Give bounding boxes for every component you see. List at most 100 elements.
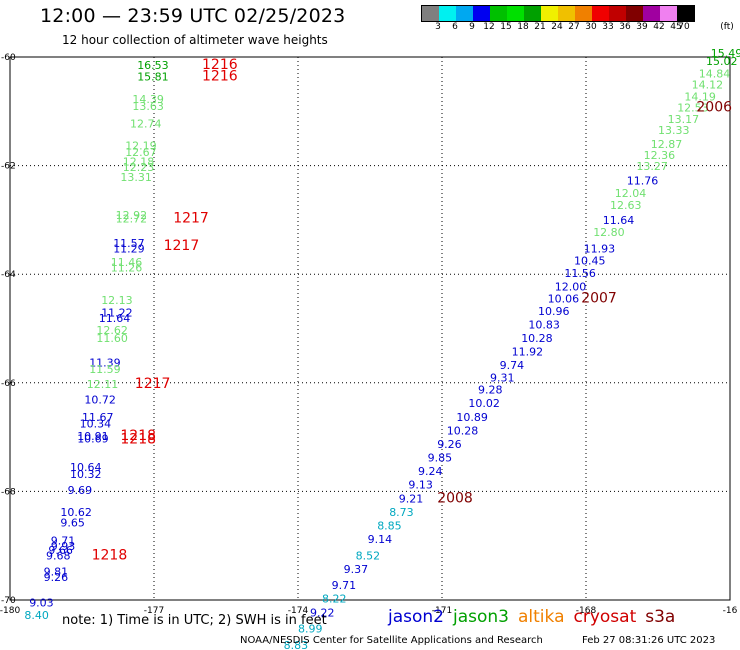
color-swatch — [541, 6, 558, 21]
legend-item-cryosat: cryosat — [573, 607, 637, 627]
chart-title: 12:00 — 23:59 UTC 02/25/2023 — [40, 5, 346, 27]
pass-time-annotation: 1217 — [135, 376, 171, 392]
pass-time-annotation: 1217 — [173, 211, 209, 227]
wave-height-label: 9.71 — [332, 579, 357, 592]
pass-time-annotation: 1218 — [92, 547, 128, 563]
color-swatch — [524, 6, 541, 21]
pass-time-annotation: 1218 — [120, 428, 156, 444]
wave-height-label: 9.03 — [29, 597, 54, 610]
wave-height-label: 9.26 — [437, 438, 462, 451]
wave-height-label: 12.19 — [125, 139, 157, 152]
wave-height-label: 8.52 — [356, 549, 381, 562]
wave-height-label: 8.22 — [322, 593, 347, 606]
color-swatch — [490, 6, 507, 21]
wave-height-label: 11.59 — [89, 363, 121, 376]
wave-height-label: 10.69 — [77, 433, 109, 446]
wave-height-label: 9.66 — [48, 544, 73, 557]
wave-height-label: 10.28 — [447, 424, 479, 437]
wave-height-label: 12.53 — [677, 101, 709, 114]
wave-height-label: 10.83 — [528, 319, 560, 332]
wave-height-label: 11.92 — [512, 346, 543, 359]
wave-height-label: 9.28 — [478, 384, 503, 397]
wave-height-label: 15.49 — [711, 47, 740, 60]
wave-height-label: 9.21 — [399, 492, 424, 505]
x-tick-label: -16 — [723, 606, 738, 616]
wave-height-label: 9.14 — [368, 533, 393, 546]
color-scale-label: 33 — [602, 22, 614, 32]
x-tick-label: -168 — [576, 606, 597, 616]
wave-height-label: 14.12 — [692, 78, 724, 91]
color-scale-label: 30 — [585, 22, 597, 32]
wave-height-label: 8.73 — [389, 506, 414, 519]
wave-height-label: 16.53 — [137, 59, 169, 72]
wave-height-label: 10.02 — [468, 397, 500, 410]
color-swatch — [507, 6, 524, 21]
x-tick-label: -180 — [0, 606, 20, 616]
color-scale-label: 70 — [678, 22, 690, 32]
wave-height-label: 9.85 — [428, 452, 453, 465]
wave-height-label: 11.64 — [603, 214, 635, 227]
wave-height-label: 8.85 — [377, 519, 402, 532]
wave-height-label: 11.46 — [111, 256, 143, 269]
pass-time-annotation: 1216 — [202, 57, 238, 73]
wave-height-label: 13.63 — [132, 100, 164, 113]
wave-height-label: 12.92 — [116, 209, 148, 222]
wave-height-label: 12.13 — [101, 294, 133, 307]
wave-height-label: 9.71 — [51, 535, 76, 548]
wave-height-label: 9.81 — [44, 566, 69, 579]
y-tick-label: -62 — [1, 162, 16, 172]
wave-height-label: 14.84 — [699, 68, 731, 81]
wave-height-label: 10.62 — [60, 506, 92, 519]
wave-height-label: 10.32 — [70, 468, 102, 481]
wave-height-label: 11.76 — [627, 175, 659, 188]
pass-time-annotation: 2006 — [696, 99, 732, 115]
wave-height-label: 10.96 — [538, 305, 570, 318]
legend-item-s3a: s3a — [645, 607, 676, 627]
pass-time-annotation: 1217 — [164, 238, 200, 254]
legend-item-altika: altika — [518, 607, 565, 627]
wave-height-label: 13.33 — [658, 124, 690, 137]
wave-height-label: 11.26 — [111, 261, 143, 274]
wave-height-label: 9.74 — [500, 359, 524, 372]
color-scale-label: 24 — [551, 22, 563, 32]
footnote: note: 1) Time is in UTC; 2) SWH is in fe… — [62, 613, 327, 628]
color-swatch — [439, 6, 456, 21]
wave-height-label: 11.93 — [584, 242, 616, 255]
wave-height-label: 12.74 — [130, 118, 162, 131]
wave-height-label: 12.18 — [123, 156, 155, 169]
wave-height-label: 10.64 — [70, 461, 102, 474]
y-tick-label: -66 — [1, 379, 16, 389]
wave-height-label: 9.68 — [46, 549, 71, 562]
wave-height-label: 11.60 — [96, 332, 128, 345]
wave-height-label: 11.39 — [89, 357, 121, 370]
wave-height-label: 11.56 — [564, 267, 596, 280]
wave-height-label: 13.27 — [636, 160, 668, 173]
pass-time-annotation: 2007 — [581, 290, 617, 306]
x-tick-label: -174 — [288, 606, 309, 616]
wave-height-label: 14.19 — [684, 90, 716, 103]
wave-height-label: 12.62 — [96, 324, 128, 337]
y-tick-label: -68 — [1, 487, 16, 497]
color-scale-label: 27 — [568, 22, 580, 32]
color-swatch — [643, 6, 660, 21]
wave-height-label: 10.89 — [456, 411, 488, 424]
wave-height-label: 12.00 — [555, 280, 587, 293]
color-swatch — [456, 6, 473, 21]
color-scale-labels: 3 6 9 12 15 18 21 24 27 30 33 36 39 42 45 70 (ft) — [421, 22, 740, 34]
color-scale-label: 12 — [483, 22, 495, 32]
wave-height-label: 9.31 — [490, 372, 515, 385]
y-tick-label: -64 — [1, 270, 16, 280]
color-scale-label: 18 — [517, 22, 529, 32]
wave-height-label: 11.22 — [101, 307, 133, 320]
wave-height-label: 12.36 — [644, 149, 676, 162]
color-swatch — [422, 6, 439, 21]
wave-height-label: 8.83 — [284, 639, 309, 650]
wave-height-label: 9.37 — [344, 563, 369, 576]
wave-height-label: 10.91 — [77, 430, 109, 443]
color-scale-label: 15 — [500, 22, 512, 32]
color-swatch — [558, 6, 575, 21]
wave-height-label: 8.99 — [298, 623, 323, 636]
wave-height-label: 10.45 — [574, 254, 606, 267]
color-scale-label: 21 — [534, 22, 546, 32]
